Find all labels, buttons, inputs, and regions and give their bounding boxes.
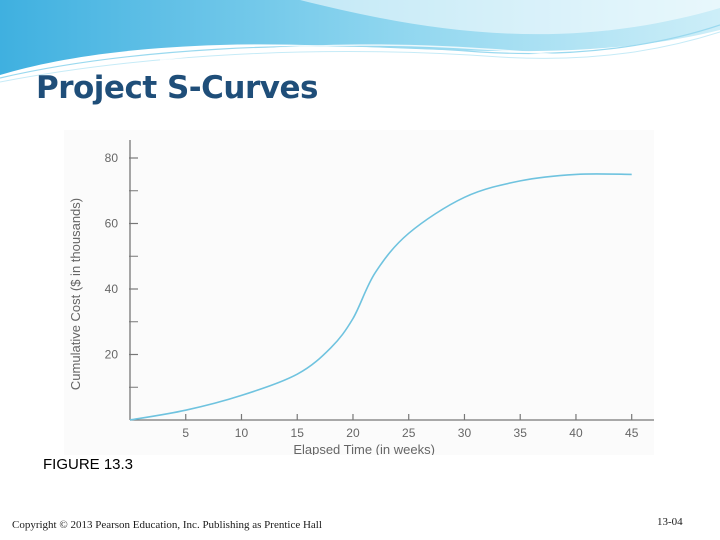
y-axis-title: Cumulative Cost ($ in thousands) bbox=[68, 198, 83, 390]
y-tick-label: 20 bbox=[105, 348, 119, 362]
copyright-footer: Copyright © 2013 Pearson Education, Inc.… bbox=[12, 519, 322, 531]
x-tick-label: 45 bbox=[625, 426, 639, 440]
x-tick-label: 40 bbox=[569, 426, 583, 440]
x-tick-label: 10 bbox=[235, 426, 249, 440]
page-number: 13-04 bbox=[657, 516, 683, 528]
x-tick-label: 20 bbox=[346, 426, 360, 440]
x-tick-label: 35 bbox=[514, 426, 528, 440]
slide-title: Project S-Curves bbox=[36, 70, 318, 106]
chart-figure: 20 40 60 80 5 10 15 20 25 30 35 40 45 Elapsed Time (i… bbox=[64, 130, 654, 455]
y-tick-label: 80 bbox=[105, 151, 119, 165]
cost-curve-line bbox=[129, 173, 632, 421]
figure-label: FIGURE 13.3 bbox=[43, 456, 134, 473]
x-tick-label: 30 bbox=[458, 426, 472, 440]
y-tick-label: 40 bbox=[105, 282, 119, 296]
x-tick-label: 25 bbox=[402, 426, 416, 440]
x-axis-title: Elapsed Time (in weeks) bbox=[293, 442, 435, 455]
y-tick-label: 60 bbox=[105, 217, 119, 231]
s-curve-chart: 20 40 60 80 5 10 15 20 25 30 35 40 45 Elapsed Time (i… bbox=[68, 140, 654, 455]
x-tick-label: 5 bbox=[182, 426, 189, 440]
x-tick-label: 15 bbox=[291, 426, 305, 440]
header-banner bbox=[0, 0, 720, 83]
